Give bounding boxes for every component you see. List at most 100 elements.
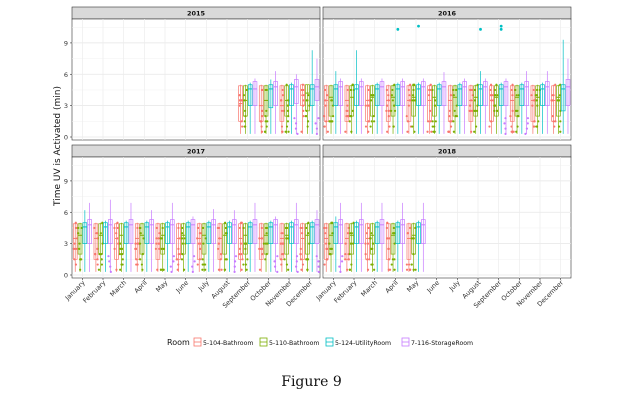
box-2018-May-5-110-Bathroom (410, 222, 417, 272)
jitter-point (294, 127, 298, 130)
jitter-point (370, 247, 373, 250)
box-2017-November-5-124-UtilityRoom (289, 220, 294, 272)
box-2016-March-5-104-Bathroom (364, 84, 371, 134)
jitter-point (372, 120, 376, 123)
jitter-point (116, 221, 119, 224)
jitter-point (470, 130, 473, 133)
jitter-point (74, 221, 77, 224)
jitter-point (351, 242, 355, 245)
jitter-point (279, 258, 283, 261)
jitter-point (552, 120, 555, 123)
jitter-point (453, 109, 456, 112)
jitter-point (365, 232, 368, 235)
jitter-point (287, 268, 290, 271)
jitter-point (408, 94, 411, 97)
jitter-point (491, 94, 494, 97)
y-axis-label: Time UV is Activated (min) (53, 86, 63, 207)
jitter-point (409, 83, 412, 86)
jitter-point (281, 94, 284, 97)
jitter-point (115, 232, 118, 235)
jitter-point (279, 242, 282, 245)
jitter-point (158, 247, 161, 250)
jitter-point (113, 247, 116, 250)
jitter-point (304, 114, 307, 118)
x-tick-label: February (332, 279, 358, 305)
jitter-point (172, 260, 175, 263)
jitter-point (295, 265, 298, 268)
box-2016-August-5-104-Bathroom (468, 84, 474, 134)
jitter-point (433, 125, 436, 128)
jitter-point (238, 226, 241, 230)
jitter-point (295, 260, 298, 263)
jitter-point (433, 104, 437, 107)
box-2018-January-5-110-Bathroom (328, 221, 334, 272)
box-body (294, 79, 299, 104)
jitter-point (198, 258, 201, 261)
box-2015-December-5-104-Bathroom (300, 83, 305, 134)
jitter-point (452, 120, 455, 123)
jitter-point (405, 114, 408, 118)
jitter-point (181, 252, 184, 256)
box-2018-February-7-116-StorageRoom (359, 202, 364, 272)
jitter-point (283, 258, 286, 261)
jitter-point (412, 268, 415, 271)
jitter-point (558, 99, 561, 102)
box-2016-October-5-124-UtilityRoom (519, 82, 525, 134)
jitter-point (469, 109, 472, 112)
box-2017-December-5-110-Bathroom (305, 221, 311, 272)
jitter-point (348, 268, 352, 271)
y-tick-label: 3 (64, 240, 68, 248)
jitter-point (100, 263, 104, 266)
jitter-point (526, 117, 530, 120)
jitter-point (265, 125, 268, 128)
jitter-point (371, 242, 375, 245)
box-2016-December-7-116-StorageRoom (565, 58, 571, 134)
box-body (338, 81, 343, 106)
jitter-point (535, 125, 539, 128)
jitter-point (340, 260, 344, 263)
outlier-point (417, 24, 420, 28)
box-2016-February-7-116-StorageRoom (359, 78, 364, 134)
jitter-point (554, 120, 557, 123)
jitter-point (476, 83, 479, 86)
jitter-point (265, 232, 268, 235)
box-body (385, 85, 391, 122)
jitter-point (300, 88, 303, 92)
jitter-point (448, 114, 451, 118)
box-2018-April-5-110-Bathroom (390, 222, 396, 272)
jitter-point (434, 99, 437, 102)
box-2015-December-5-124-UtilityRoom (309, 50, 315, 134)
jitter-point (536, 104, 539, 107)
jitter-point (341, 255, 344, 258)
box-2016-November-5-104-Bathroom (530, 84, 536, 134)
box-body (462, 81, 467, 106)
jitter-point (161, 226, 164, 230)
jitter-point (328, 120, 331, 123)
box-body (519, 84, 525, 106)
jitter-point (426, 120, 430, 123)
jitter-point (300, 130, 303, 133)
jitter-point (387, 94, 390, 97)
jitter-point (431, 120, 434, 123)
jitter-point (223, 268, 227, 271)
jitter-point (393, 104, 396, 107)
jitter-point (240, 99, 244, 102)
jitter-point (172, 255, 176, 258)
jitter-point (98, 252, 101, 256)
jitter-point (559, 83, 562, 86)
box-body (238, 223, 243, 260)
jitter-point (407, 104, 411, 107)
jitter-point (469, 104, 472, 107)
jitter-point (350, 130, 353, 133)
box-body (232, 219, 237, 244)
box-2015-September-7-116-StorageRoom (252, 78, 258, 134)
jitter-point (96, 263, 99, 266)
box-2016-July-5-104-Bathroom (447, 84, 453, 134)
legend-item-7-116-StorageRoom: 7-116-StorageRoom (401, 337, 473, 347)
jitter-point (328, 242, 331, 245)
jitter-point (352, 221, 355, 224)
facet-panel-background (71, 156, 321, 279)
jitter-point (339, 270, 342, 273)
x-tick-label: April (133, 279, 149, 295)
jitter-point (203, 263, 206, 266)
